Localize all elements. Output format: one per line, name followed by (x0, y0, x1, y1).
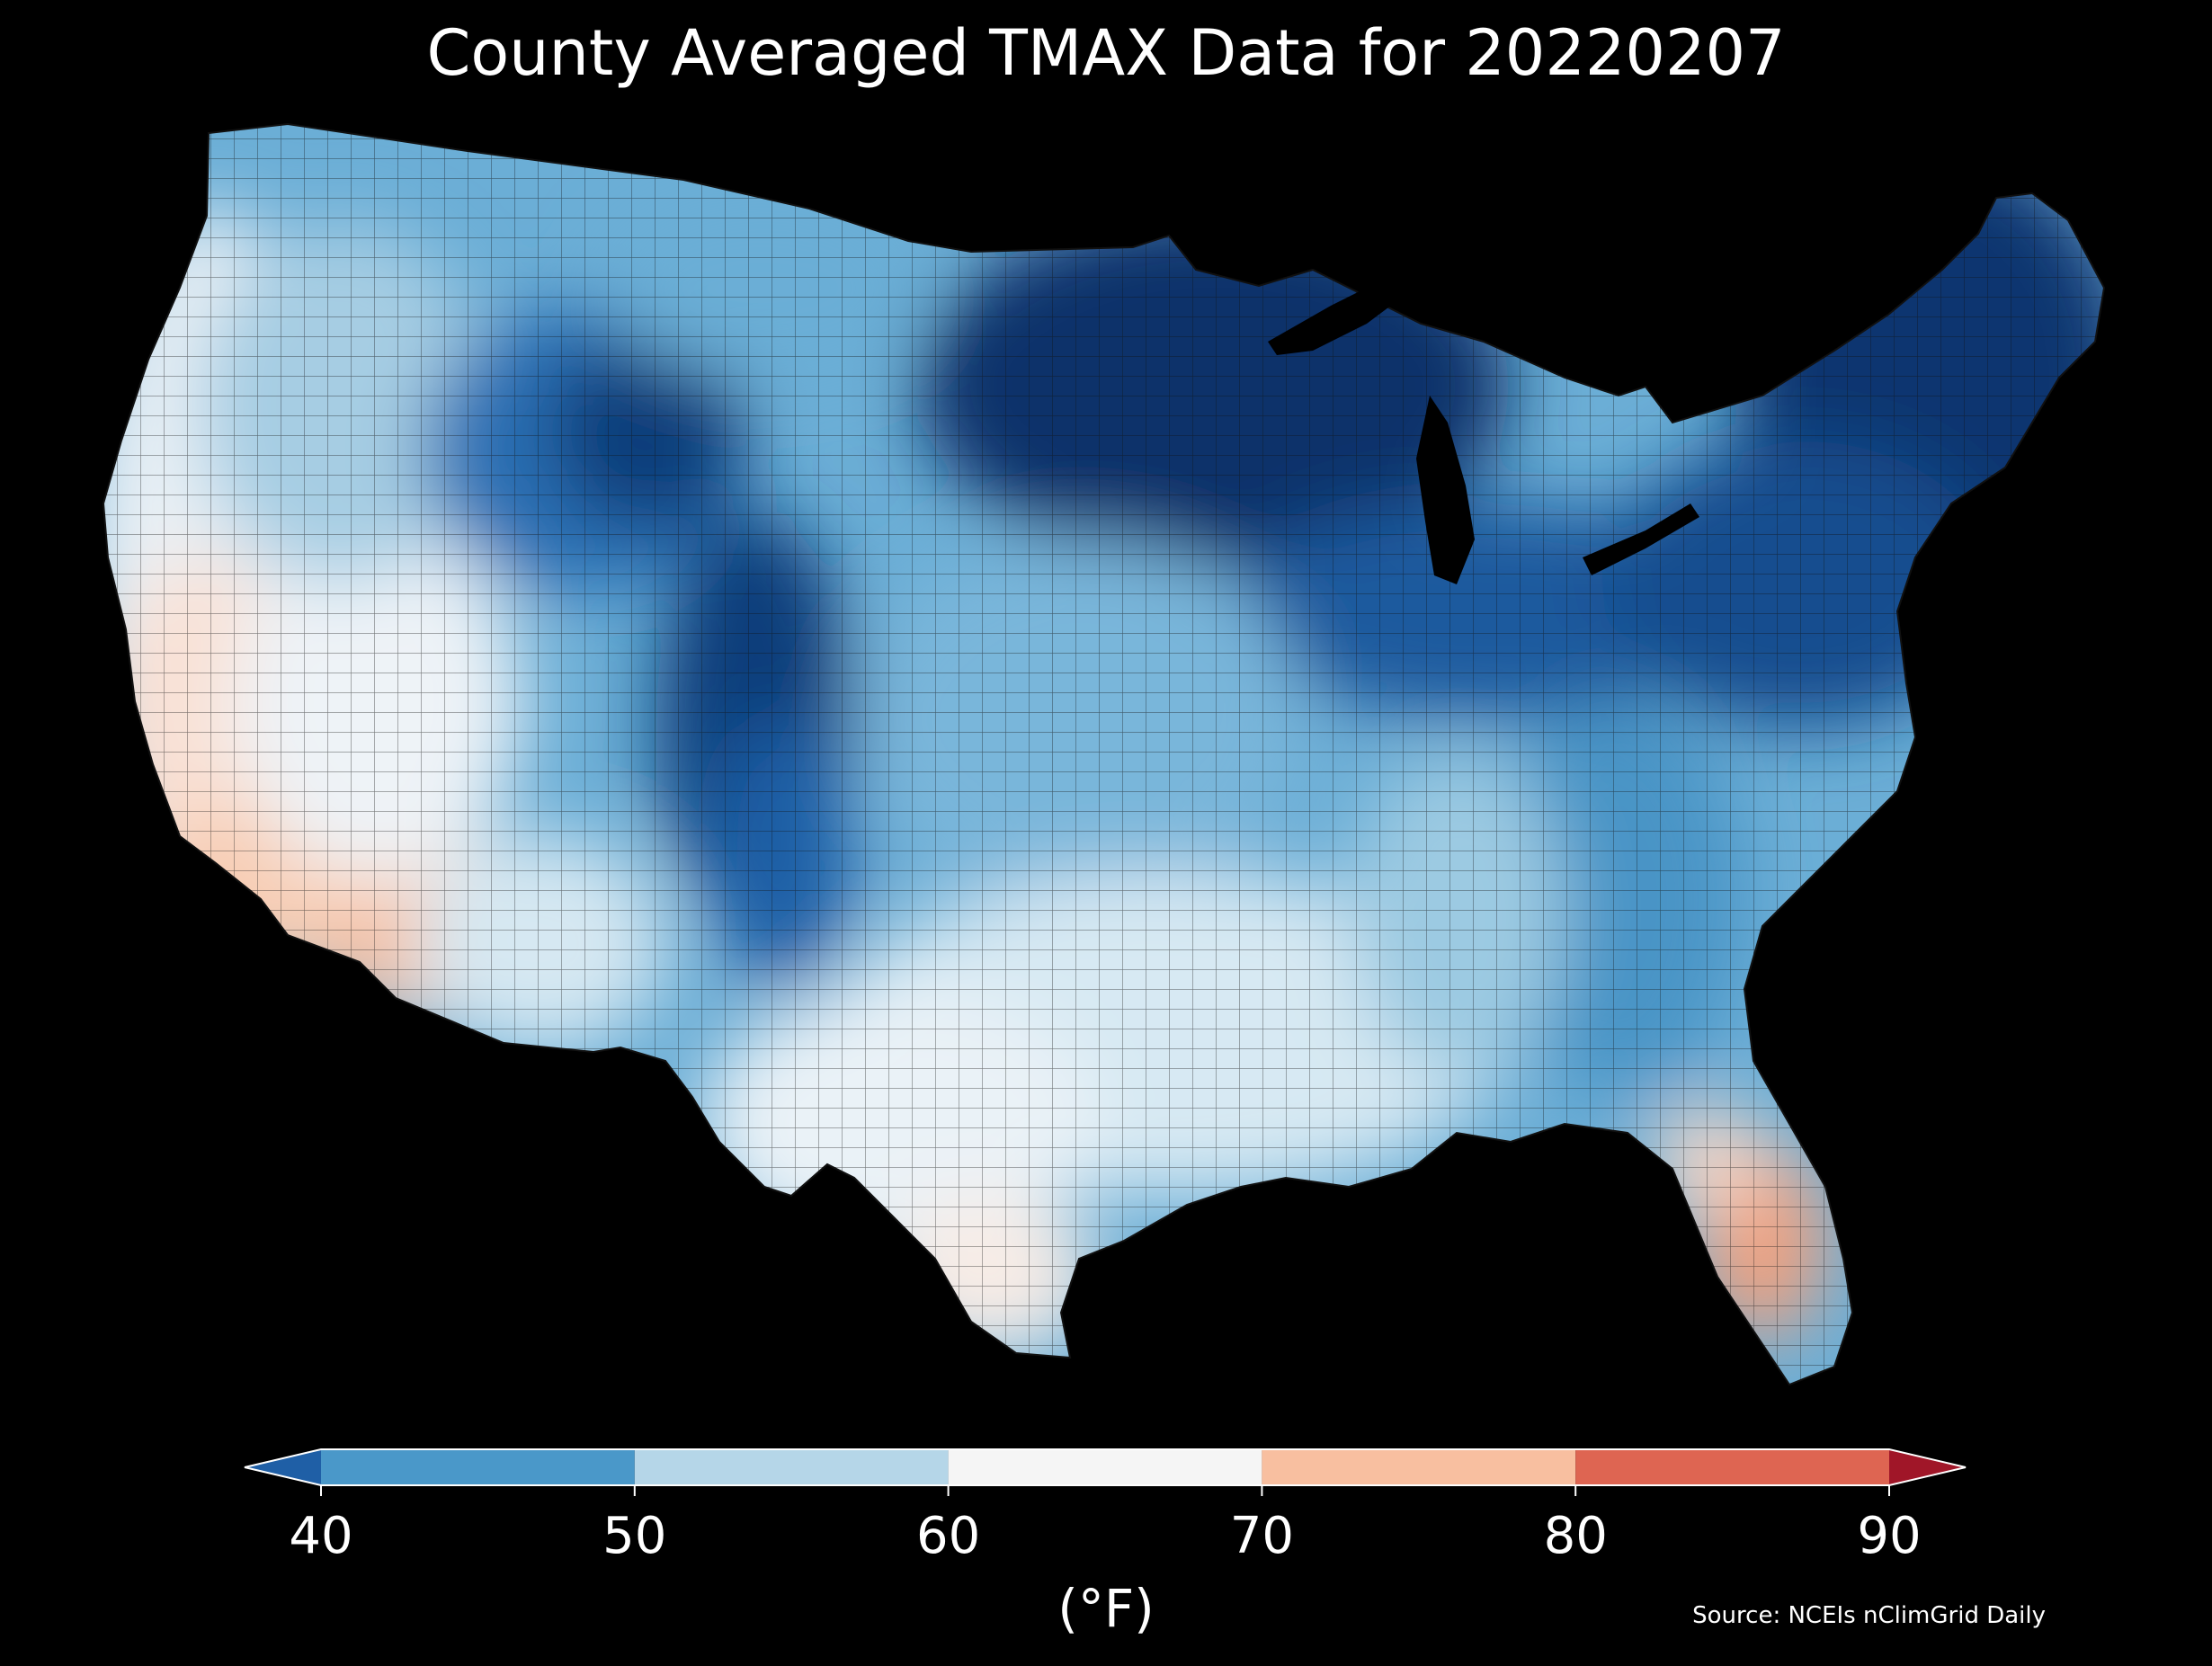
colorbar-tick-label: 80 (1544, 1507, 1608, 1565)
colorbar-bin (1262, 1449, 1576, 1485)
lake-erie (1583, 503, 1699, 575)
lake-michigan (1416, 396, 1475, 584)
source-credit: Source: NCEIs nClimGrid Daily (1692, 1602, 2046, 1629)
colorbar-bin (321, 1449, 635, 1485)
colorbar-bin (634, 1449, 949, 1485)
colorbar-extend-low (245, 1449, 321, 1485)
colorbar-tick-label: 90 (1857, 1507, 1921, 1565)
colorbar-bin (1575, 1449, 1889, 1485)
colorbar-bin (948, 1449, 1262, 1485)
map-title: County Averaged TMAX Data for 20220207 (426, 16, 1786, 90)
colorbar-tick-label: 50 (602, 1507, 666, 1565)
lake-superior (1268, 279, 1403, 355)
us-outline (102, 122, 2106, 1386)
colorbar-tick-label: 60 (916, 1507, 980, 1565)
colorbar-tick-label: 40 (289, 1507, 352, 1565)
colorbar-extend-high (1889, 1449, 1966, 1485)
colorbar-tick-label: 70 (1230, 1507, 1294, 1565)
colorbar-unit-label: (°F) (1057, 1578, 1155, 1639)
